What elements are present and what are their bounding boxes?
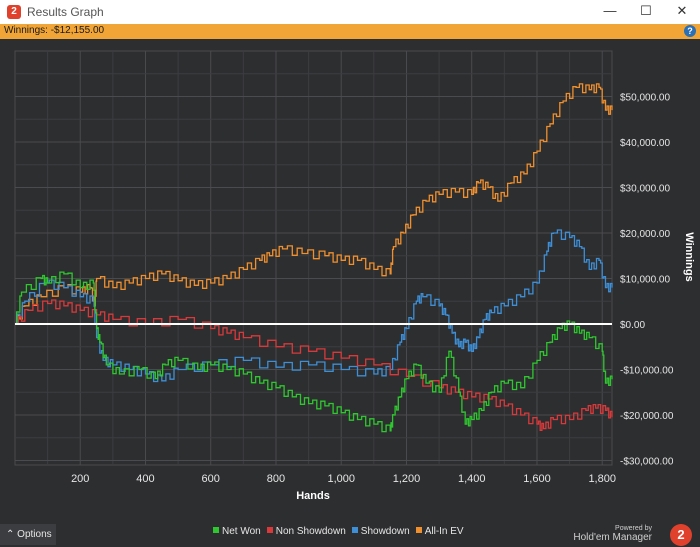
series-line-all-in-ev xyxy=(15,83,613,325)
legend-swatch xyxy=(351,527,358,533)
powered-by-text: Powered by xyxy=(615,525,652,532)
x-tick-label: 600 xyxy=(202,473,220,485)
winnings-value: -$12,155.00 xyxy=(50,25,105,36)
y-tick-label: $20,000.00 xyxy=(620,229,670,240)
x-tick-label: 800 xyxy=(267,473,285,485)
help-icon[interactable]: ? xyxy=(684,25,696,37)
hem2-brand-logo-icon: 2 xyxy=(670,524,692,546)
legend-item-showdown[interactable]: Showdown xyxy=(351,526,410,537)
tick-layer: 200 400 600 800 1,000 1,200 1,400 1,600 1,800 $50… xyxy=(71,92,674,485)
maximize-button[interactable]: ☐ xyxy=(640,3,652,18)
footer-bar: ⌃ Options Net Won Non Showdown Showdown All… xyxy=(0,522,700,547)
powered-by-block: Powered by Hold'em Manager xyxy=(573,525,652,543)
x-axis-label: Hands xyxy=(296,490,330,502)
x-tick-label: 200 xyxy=(71,473,89,485)
y-axis-label: Winnings xyxy=(683,232,695,281)
hem2-logo-icon: 2 xyxy=(7,5,21,19)
winnings-summary-bar: Winnings: -$12,155.00 ? xyxy=(0,24,700,39)
window-title: Results Graph xyxy=(27,5,104,19)
brand-name: Hold'em Manager xyxy=(573,532,652,543)
legend-swatch xyxy=(415,527,422,533)
legend-swatch xyxy=(266,527,273,533)
window-title-bar: 2 Results Graph — ☐ ✕ xyxy=(0,0,700,24)
series-layer xyxy=(15,83,613,433)
x-tick-label: 1,800 xyxy=(588,473,616,485)
legend-swatch xyxy=(213,527,219,533)
legend-item-non-showdown[interactable]: Non Showdown xyxy=(266,526,346,537)
options-label: Options xyxy=(17,529,52,540)
y-tick-label: $40,000.00 xyxy=(620,138,670,149)
legend-label: Showdown xyxy=(360,526,410,537)
y-tick-label: $0.00 xyxy=(620,320,645,331)
legend-item-all-in-ev[interactable]: All-In EV xyxy=(415,526,464,537)
legend-label: Non Showdown xyxy=(275,526,346,537)
close-button[interactable]: ✕ xyxy=(676,3,688,18)
x-tick-label: 1,200 xyxy=(393,473,421,485)
legend-item-net-won[interactable]: Net Won xyxy=(213,526,261,537)
plot-frame xyxy=(14,50,613,466)
x-tick-label: 1,400 xyxy=(458,473,486,485)
x-tick-label: 400 xyxy=(136,473,154,485)
x-tick-label: 1,600 xyxy=(523,473,551,485)
legend-label: All-In EV xyxy=(424,526,464,537)
legend-label: Net Won xyxy=(222,526,261,537)
y-tick-label: $30,000.00 xyxy=(620,183,670,194)
chevron-up-icon: ⌃ xyxy=(6,529,15,540)
graph-area: 200 400 600 800 1,000 1,200 1,400 1,600 1,800 $50… xyxy=(0,39,700,522)
winnings-summary: Winnings: -$12,155.00 xyxy=(4,25,104,36)
x-tick-label: 1,000 xyxy=(327,473,355,485)
y-tick-label: -$10,000.00 xyxy=(620,365,674,376)
series-line-net-won xyxy=(15,271,613,433)
minimize-button[interactable]: — xyxy=(603,3,617,18)
y-tick-label: $50,000.00 xyxy=(620,92,670,103)
winnings-label: Winnings: xyxy=(4,25,48,36)
y-tick-label: $10,000.00 xyxy=(620,274,670,285)
y-tick-label: -$30,000.00 xyxy=(620,456,674,467)
options-button[interactable]: ⌃ Options xyxy=(0,524,56,545)
series-line-showdown xyxy=(15,229,613,383)
y-tick-label: -$20,000.00 xyxy=(620,411,674,422)
results-chart: 200 400 600 800 1,000 1,200 1,400 1,600 1,800 $50… xyxy=(14,50,695,502)
chart-legend: Net Won Non Showdown Showdown All-In EV xyxy=(213,526,470,537)
